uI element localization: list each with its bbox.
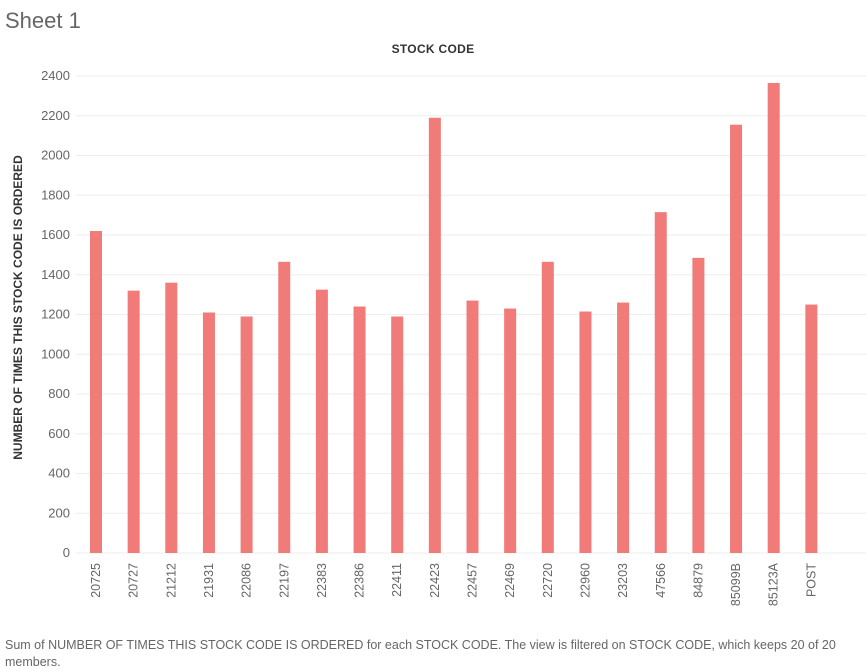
x-tick-label: 22457: [466, 563, 480, 598]
chart-caption: Sum of NUMBER OF TIMES THIS STOCK CODE I…: [5, 638, 836, 669]
bar: [730, 124, 743, 553]
x-tick-label: 22197: [277, 563, 291, 598]
x-tick-label: 22720: [541, 563, 555, 598]
bar: [654, 212, 667, 554]
y-tick-label: 1200: [41, 307, 70, 322]
x-tick-label: 22423: [428, 563, 442, 598]
bar: [127, 290, 140, 553]
x-tick-label: 20727: [127, 563, 141, 598]
bar: [504, 308, 517, 553]
x-tick-label: 22469: [503, 563, 517, 598]
column-header: STOCK CODE: [391, 42, 475, 56]
bar: [767, 82, 780, 554]
sheet-title: Sheet 1: [5, 8, 81, 33]
x-tick-label: 22960: [578, 563, 592, 598]
x-tick-label: 22386: [353, 563, 367, 598]
bar: [202, 312, 215, 553]
y-tick-label: 0: [63, 545, 70, 560]
bar: [315, 289, 328, 553]
bar: [617, 302, 630, 553]
x-tick-label: 85123A: [767, 562, 781, 606]
x-tick-label: 22411: [390, 563, 404, 597]
x-tick-label: 84879: [691, 563, 705, 598]
y-tick-label: 1800: [41, 187, 70, 202]
chart-area: STOCK CODE 0 200 400 600 800 1000 1200 1400 1600…: [0, 36, 866, 608]
bar: [579, 311, 592, 553]
x-tick-label: POST: [804, 563, 818, 597]
x-tick-label: 47566: [654, 563, 668, 598]
y-tick-label: 1000: [41, 346, 70, 361]
y-tick-label: 400: [48, 466, 70, 481]
x-tick-label: 22086: [240, 563, 254, 598]
y-tick-label: 600: [48, 426, 70, 441]
bar: [90, 231, 102, 553]
bar-chart: 0 200 400 600 800 1000 1200 1400 1600 1800 2000 220…: [11, 68, 866, 606]
y-tick-label: 2000: [41, 148, 70, 163]
y-tick-label: 800: [48, 386, 70, 401]
bar: [428, 117, 441, 554]
bar: [240, 316, 253, 553]
bar: [278, 261, 291, 553]
bar: [541, 261, 554, 553]
x-tick-label: 22383: [315, 563, 329, 598]
bar: [805, 304, 818, 553]
y-axis-label: NUMBER OF TIMES THIS STOCK CODE IS ORDER…: [11, 155, 25, 460]
x-tick-label: 23203: [616, 563, 630, 598]
bar: [165, 282, 178, 553]
y-tick-label: 200: [48, 505, 70, 520]
x-tick-label: 21931: [202, 563, 216, 598]
bar: [466, 300, 479, 553]
x-tick-label: 20725: [89, 563, 103, 598]
y-tick-label: 1400: [41, 267, 70, 282]
bar: [692, 257, 705, 553]
y-tick-label: 2200: [41, 108, 70, 123]
y-tick-label: 2400: [41, 68, 70, 83]
y-tick-label: 1600: [41, 227, 70, 242]
x-tick-label: 21212: [164, 563, 178, 598]
bar: [353, 306, 366, 553]
bar: [391, 316, 404, 553]
x-tick-label: 85099B: [729, 563, 743, 606]
